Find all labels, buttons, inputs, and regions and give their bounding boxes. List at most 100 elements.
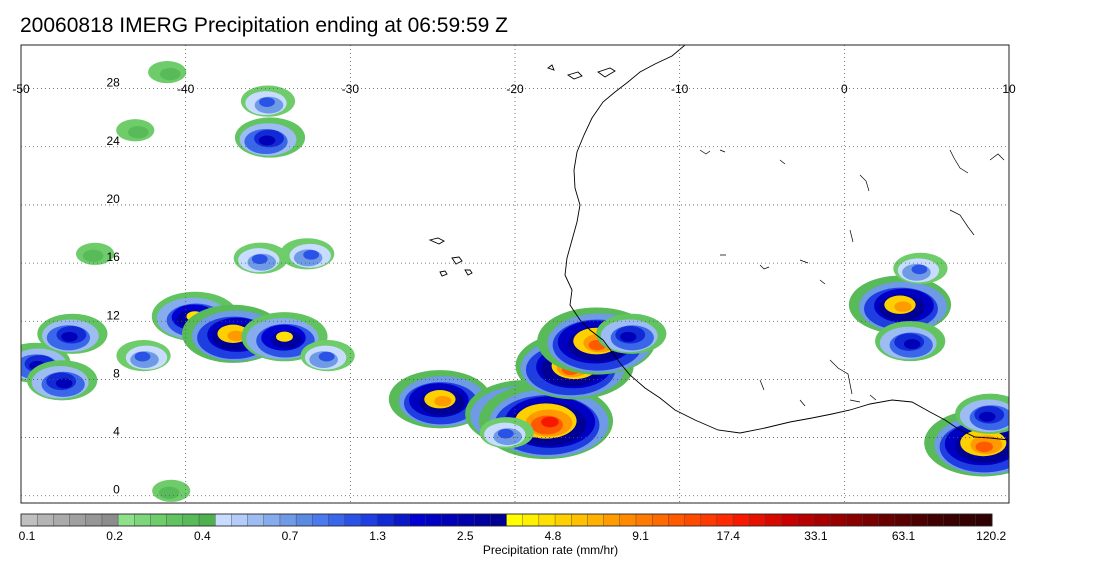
colorbar-swatch — [85, 513, 103, 527]
precip-cell — [280, 238, 335, 270]
colorbar-swatch — [878, 513, 896, 527]
colorbar-swatch — [684, 513, 702, 527]
precip-contour — [127, 126, 149, 139]
colorbar-swatch — [441, 513, 459, 527]
colorbar-swatch — [312, 513, 329, 527]
colorbar-swatch — [425, 513, 443, 527]
colorbar-swatch — [522, 513, 540, 527]
colorbar-swatch — [538, 513, 556, 527]
colorbar-swatch — [457, 513, 475, 527]
colorbar-swatch — [975, 513, 993, 527]
lon-tick-label: -40 — [177, 82, 195, 96]
colorbar-swatch — [846, 513, 864, 527]
colorbar-swatch — [943, 513, 961, 527]
colorbar-swatch — [166, 513, 184, 527]
lon-tick-label: -30 — [342, 82, 360, 96]
colorbar-swatch — [927, 513, 944, 527]
precip-contour — [251, 254, 268, 264]
precip-contour — [620, 331, 637, 342]
lat-tick-label: 20 — [106, 192, 120, 206]
colorbar-swatch — [198, 513, 216, 527]
colorbar-frame — [20, 513, 993, 527]
colorbar-swatch — [20, 513, 38, 527]
lon-tick-label: 0 — [841, 82, 848, 96]
precip-contour — [61, 331, 78, 342]
africa-coastline — [564, 45, 1009, 441]
island-coastline — [597, 67, 616, 78]
precip-cell — [152, 479, 191, 502]
colorbar-swatch — [554, 513, 572, 527]
colorbar-swatch — [247, 513, 265, 527]
precip-contour — [903, 339, 921, 350]
colorbar-swatch — [619, 513, 637, 527]
island-coastline — [566, 71, 583, 80]
colorbar-swatch — [716, 513, 734, 527]
precip-contour — [911, 264, 928, 275]
map-title: 20060818 IMERG Precipitation ending at 0… — [20, 14, 508, 37]
lon-tick-label: 10 — [1002, 82, 1016, 96]
lat-tick-label: 0 — [113, 483, 120, 497]
island-coastline — [439, 270, 448, 277]
colorbar-swatch — [635, 513, 653, 527]
colorbar-swatch — [732, 513, 750, 527]
colorbar-swatch — [571, 513, 588, 527]
colorbar-unit-label: Precipitation rate (mm/hr) — [482, 543, 619, 557]
precip-cell — [116, 340, 171, 372]
precip-cell — [240, 85, 296, 117]
precip-contour — [975, 441, 993, 453]
lon-tick-label: -10 — [671, 82, 689, 96]
precip-cell — [234, 117, 306, 158]
colorbar-tick-label: 1.3 — [369, 529, 386, 543]
precip-cell — [875, 320, 946, 362]
lat-tick-label: 16 — [106, 250, 120, 264]
colorbar-tick-label: 0.1 — [18, 529, 36, 543]
precip-cell — [955, 393, 1009, 434]
precip-cell — [893, 252, 948, 284]
island-coastline — [428, 237, 445, 245]
colorbar-swatch — [862, 513, 880, 527]
precip-contour — [979, 411, 996, 422]
lat-tick-label: 24 — [106, 134, 120, 148]
colorbar-swatch — [490, 513, 508, 527]
precip-contour — [303, 250, 320, 260]
colorbar-tick-label: 0.4 — [193, 529, 211, 543]
colorbar-swatch — [797, 513, 815, 527]
precip-cell — [148, 60, 187, 84]
lon-tick-label: -20 — [506, 82, 524, 96]
colorbar-swatch — [344, 513, 362, 527]
colorbar-tick-label: 17.4 — [716, 529, 740, 543]
precip-contour — [894, 301, 912, 312]
colorbar-tick-label: 33.1 — [804, 529, 828, 543]
precip-cell — [300, 340, 355, 372]
colorbar-swatch — [813, 513, 831, 527]
colorbar-swatch — [150, 513, 168, 527]
precip-contour — [55, 378, 73, 389]
precip-contour — [134, 351, 151, 362]
colorbar-swatch — [765, 513, 783, 527]
precipitation-layer — [21, 60, 1009, 502]
precip-contour — [227, 330, 245, 341]
island-coastline — [451, 256, 463, 265]
precip-contour — [158, 486, 180, 499]
precip-contour — [541, 416, 559, 428]
colorbar-swatch — [101, 513, 119, 527]
precip-cell — [388, 370, 491, 429]
colorbar-swatch — [473, 513, 491, 527]
colorbar-tick-label: 63.1 — [891, 529, 916, 543]
colorbar-swatch — [360, 513, 378, 527]
lat-tick-label: 28 — [106, 76, 120, 90]
colorbar-tick-label: 0.7 — [281, 529, 299, 543]
island-coastline — [464, 269, 473, 276]
coastline-layer — [428, 45, 1009, 441]
colorbar-swatch — [231, 513, 249, 527]
precip-contour — [434, 396, 452, 407]
lat-tick-label: 8 — [113, 366, 120, 380]
colorbar-swatch — [959, 513, 977, 527]
colorbar-swatch — [279, 513, 297, 527]
colorbar — [20, 513, 993, 527]
colorbar-tick-label: 0.2 — [106, 529, 123, 543]
colorbar-swatch — [910, 513, 928, 527]
precip-contour — [259, 97, 275, 107]
colorbar-swatch — [781, 513, 799, 527]
precip-contour — [318, 351, 335, 362]
